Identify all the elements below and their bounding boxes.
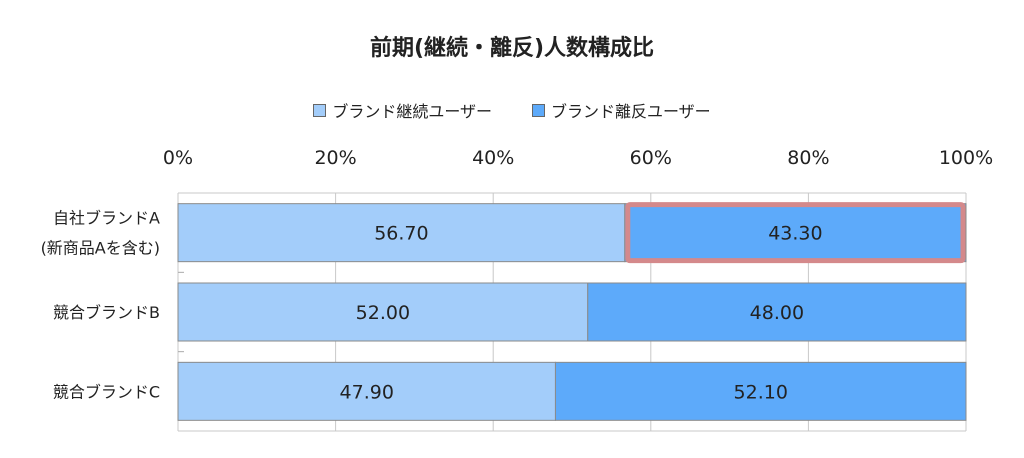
legend-item-churned: ブランド離反ユーザー [532, 98, 711, 122]
data-label-continuing-1: 52.00 [356, 302, 410, 324]
legend-swatch-churned [532, 103, 545, 117]
legend-label-continuing: ブランド継続ユーザー [332, 102, 492, 121]
x-tick-label-2: 40% [472, 147, 514, 169]
chart-legend: ブランド継続ユーザー ブランド離反ユーザー [0, 98, 1024, 122]
bar-churned-2 [554, 361, 967, 421]
data-label-churned-0: 43.30 [768, 223, 822, 245]
data-label-churned-1: 48.00 [750, 302, 804, 324]
x-tick-label-1: 20% [314, 147, 356, 169]
highlight-box [625, 202, 966, 264]
x-tick-label-4: 80% [787, 147, 829, 169]
data-label-churned-2: 52.10 [734, 381, 788, 403]
category-label-0-line-1: (新商品Aを含む) [41, 239, 160, 258]
bar-continuing-1 [177, 282, 589, 342]
chart-title: 前期(継続・離反)人数構成比 [369, 36, 655, 61]
x-tick-label-3: 60% [630, 147, 672, 169]
category-label-0-line-0: 自社ブランドA [53, 209, 160, 228]
legend-swatch-continuing [313, 103, 327, 117]
category-label-1: 競合ブランドB [53, 303, 160, 322]
data-label-continuing-2: 47.90 [340, 381, 394, 403]
data-label-continuing-0: 56.70 [374, 223, 428, 245]
x-tick-label-0: 0% [163, 147, 193, 169]
category-label-2: 競合ブランドC [53, 382, 160, 401]
bar-continuing-2 [177, 361, 556, 421]
legend-label-churned: ブランド離反ユーザー [551, 102, 711, 121]
bar-churned-1 [587, 282, 967, 342]
legend-item-continuing: ブランド継続ユーザー [313, 98, 492, 122]
bar-continuing-0 [177, 203, 626, 263]
x-tick-label-5: 100% [939, 147, 993, 169]
